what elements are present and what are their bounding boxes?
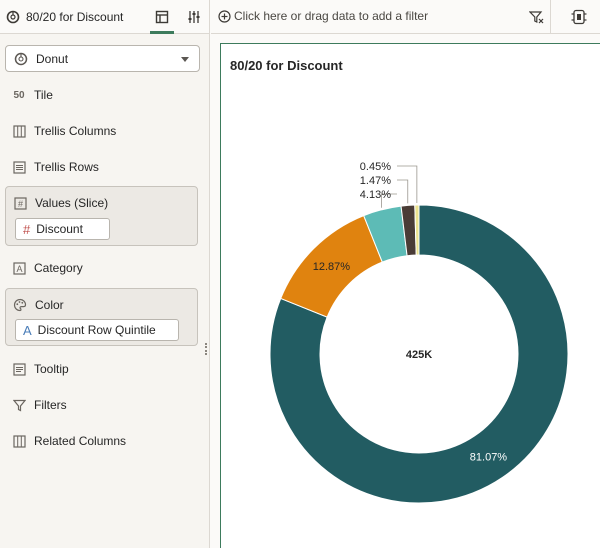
add-filter-area[interactable]: Click here or drag data to add a filter	[217, 9, 428, 23]
category-label: Category	[34, 261, 83, 275]
drop-target-category[interactable]: A Category	[12, 258, 83, 278]
trellis-rows-label: Trellis Rows	[34, 160, 99, 174]
drop-target-trellis-columns[interactable]: Trellis Columns	[12, 121, 116, 141]
values-slice-header: # Values (Slice)	[13, 193, 108, 213]
filters-label: Filters	[34, 398, 67, 412]
donut-chart-icon	[6, 10, 20, 24]
leader-line	[381, 193, 397, 208]
tooltip-label: Tooltip	[34, 362, 69, 376]
donut-slice[interactable]	[414, 204, 420, 256]
panel-resize-handle[interactable]	[205, 343, 207, 355]
add-filter-placeholder: Click here or drag data to add a filter	[234, 9, 429, 23]
related-columns-label: Related Columns	[34, 434, 127, 448]
measure-hash-icon: #	[23, 221, 31, 237]
trellis-columns-icon	[12, 124, 26, 138]
drop-target-tooltip[interactable]: Tooltip	[12, 359, 69, 379]
chevron-down-icon	[181, 57, 189, 62]
svg-text:A: A	[16, 264, 22, 274]
attribute-a-icon: A	[23, 322, 32, 338]
tile-label: Tile	[34, 88, 53, 102]
slice-label: 1.47%	[360, 175, 391, 187]
color-label: Color	[35, 298, 64, 312]
properties-icon[interactable]	[184, 7, 204, 27]
leader-line	[397, 179, 409, 204]
quintile-chip-label: Discount Row Quintile	[37, 323, 156, 337]
filter-icon	[12, 398, 26, 412]
hash-icon: #	[13, 196, 27, 210]
slice-label: 81.07%	[470, 452, 508, 464]
tile-icon: 50	[13, 89, 25, 101]
related-columns-icon	[12, 434, 26, 448]
donut-chart-icon	[14, 52, 28, 66]
trellis-rows-icon	[12, 160, 26, 174]
filter-panel-icon[interactable]	[570, 8, 588, 26]
discount-chip-label: Discount	[36, 222, 83, 236]
donut-slice[interactable]	[269, 204, 569, 504]
center-total-label: 425K	[406, 349, 432, 361]
slice-label: 4.13%	[360, 189, 391, 201]
tooltip-icon	[12, 362, 26, 376]
values-slice-label: Values (Slice)	[35, 196, 109, 210]
toolbar-divider	[550, 0, 551, 34]
drop-target-tile[interactable]: 50 Tile	[12, 85, 53, 105]
slice-label: 12.87%	[313, 261, 351, 273]
svg-text:#: #	[17, 199, 22, 209]
add-circle-icon	[217, 9, 231, 23]
leader-line	[397, 165, 418, 204]
viz-type-value: Donut	[36, 51, 69, 66]
drop-target-filters[interactable]: Filters	[12, 395, 67, 415]
viz-title: 80/20 for Discount	[26, 9, 124, 24]
chart-title: 80/20 for Discount	[230, 58, 343, 73]
palette-icon	[13, 298, 27, 312]
discount-measure-chip[interactable]: # Discount	[15, 218, 110, 240]
filter-bar: Click here or drag data to add a filter	[211, 0, 600, 34]
grammar-icon[interactable]	[150, 7, 174, 34]
slice-label: 0.45%	[360, 161, 391, 173]
viz-type-select[interactable]: Donut	[5, 45, 200, 72]
trellis-columns-label: Trellis Columns	[34, 124, 117, 138]
grammar-panel: 80/20 for Discount Donut 50 Tile Trellis…	[0, 0, 210, 548]
category-text-icon: A	[12, 261, 26, 275]
color-drop-zone[interactable]: Color A Discount Row Quintile	[5, 288, 198, 346]
filter-settings-icon[interactable]	[527, 8, 545, 26]
drop-target-trellis-rows[interactable]: Trellis Rows	[12, 157, 99, 177]
panel-header: 80/20 for Discount	[0, 0, 209, 34]
drop-target-related-columns[interactable]: Related Columns	[12, 431, 126, 451]
donut-chart[interactable]: 81.07% 12.87% 4.13% 1.47% 0.45% 425K	[221, 44, 600, 548]
color-header: Color	[13, 295, 64, 315]
discount-row-quintile-chip[interactable]: A Discount Row Quintile	[15, 319, 179, 341]
visualization-canvas[interactable]: 80/20 for Discount 81.07% 12.87% 4.13% 1.47…	[220, 43, 600, 548]
values-slice-drop-zone[interactable]: # Values (Slice) # Discount	[5, 186, 198, 246]
